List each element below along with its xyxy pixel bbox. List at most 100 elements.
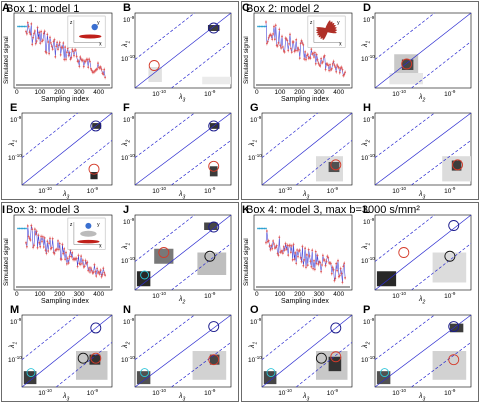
dist-ylabel-symbol: λ <box>9 344 16 349</box>
dist-xtick-hi: 10-9 <box>87 186 98 195</box>
dist-xtick-lo-base: 10 <box>392 390 400 398</box>
dist-xlabel-subscript: 2 <box>182 299 186 306</box>
dist-ylabel-symbol: λ <box>362 142 369 147</box>
dist-xtick-hi: 10-9 <box>444 186 455 195</box>
dist-xtick-lo-base: 10 <box>38 390 46 398</box>
dist-xtick-lo-base: 10 <box>392 188 400 196</box>
dist-ytick-lo-base: 10 <box>8 356 16 364</box>
signal-xtick: 300 <box>73 89 85 96</box>
signal-xtick: 400 <box>93 291 105 298</box>
dist-xlabel-subscript: 3 <box>182 396 186 403</box>
panel-label-C: C <box>242 2 250 14</box>
dist-xtick-hi-base: 10 <box>204 188 212 196</box>
signal-plot: z y x <box>13 214 113 291</box>
inset-z-label: z <box>70 222 73 228</box>
dist-xlabel-symbol: λ <box>179 191 183 198</box>
dist-xtick-hi-exp: -9 <box>94 388 99 393</box>
dist-xlabel-symbol: λ <box>419 191 423 198</box>
dist-ylabel: λ2 <box>122 342 131 348</box>
panel-label-P: P <box>363 304 371 316</box>
dist-xlabel-symbol: λ <box>179 393 183 400</box>
dist-ylabel-subscript: 1 <box>365 41 372 44</box>
signal-xtick: 200 <box>54 89 65 96</box>
panel-label-J: J <box>123 204 130 216</box>
panel-label-I: I <box>2 204 6 216</box>
panel-label-D: D <box>363 2 371 14</box>
dist-ytick-lo-exp: -10 <box>128 256 135 262</box>
dist-ytick-hi-base: 10 <box>10 319 18 327</box>
dist-ytick-lo: 10-10 <box>8 153 22 162</box>
dist-ylabel: λ1 <box>9 140 18 146</box>
distribution-plot <box>21 112 113 186</box>
dist-xtick-lo: 10-10 <box>38 186 52 195</box>
dist-ytick-hi: 10-9 <box>363 115 374 124</box>
dist-xtick-hi-exp: -9 <box>334 388 339 393</box>
box-4-title: Box 4: model 3, max b=3000 s/mm² <box>246 204 420 216</box>
signal-ylabel: Simulated signal <box>3 238 10 286</box>
dist-ylabel-subscript: 1 <box>252 341 259 345</box>
signal-xtick: 100 <box>274 291 286 298</box>
signal-xlabel: Sampling index <box>41 96 89 103</box>
signal-xtick: 0 <box>255 89 259 96</box>
inset-z-label: z <box>70 20 73 26</box>
signal-xtick: 100 <box>274 89 286 96</box>
panel-label-L: L <box>363 204 370 216</box>
distribution-plot <box>261 112 353 186</box>
dist-xlabel: λ3 <box>63 191 69 200</box>
signal-ylabel: Simulated signal <box>243 238 250 286</box>
dist-xtick-lo-base: 10 <box>152 390 160 398</box>
inset-x-label: x <box>99 42 102 48</box>
dist-ytick-lo-exp: -10 <box>368 54 375 60</box>
dist-xtick-hi-exp: -9 <box>211 186 216 191</box>
dist-ylabel-subscript: 1 <box>125 41 132 44</box>
dist-ylabel: λ1 <box>9 342 18 348</box>
dist-ytick-lo-base: 10 <box>361 154 369 162</box>
dist-ytick-hi-exp: -9 <box>257 115 262 120</box>
dist-ylabel-symbol: λ <box>122 43 129 48</box>
dist-ylabel: λ1 <box>122 41 131 47</box>
dist-ytick-lo: 10-10 <box>121 54 135 63</box>
inset-y-label: y <box>97 20 100 26</box>
dist-xtick-lo-exp: -10 <box>159 291 167 296</box>
distribution-plot <box>374 12 472 89</box>
dist-ylabel-symbol: λ <box>362 245 369 250</box>
signal-xtick: 100 <box>34 291 46 298</box>
dist-xtick-hi-exp: -9 <box>211 388 216 393</box>
dist-ylabel-subscript: 1 <box>12 139 19 143</box>
dist-ytick-hi-exp: -9 <box>17 115 22 120</box>
dist-ytick-lo-base: 10 <box>8 154 16 162</box>
dist-xtick-lo-base: 10 <box>278 188 286 196</box>
dist-ylabel-subscript: 1 <box>252 139 259 143</box>
dist-ylabel-subscript: 2 <box>365 341 372 345</box>
dist-xtick-hi: 10-9 <box>327 388 338 397</box>
signal-xtick: 300 <box>313 89 325 96</box>
dist-ytick-hi: 10-9 <box>250 115 261 124</box>
dist-ytick-lo: 10-10 <box>121 153 135 162</box>
dist-ytick-lo-exp: -10 <box>128 354 135 360</box>
dist-xlabel-subscript: 3 <box>182 97 186 104</box>
dist-ylabel-subscript: 2 <box>125 139 132 143</box>
dist-ytick-lo-base: 10 <box>121 356 129 364</box>
dist-ylabel: λ1 <box>249 342 258 348</box>
panel-label-F: F <box>123 102 130 114</box>
dist-xtick-lo: 10-10 <box>392 186 406 195</box>
dist-xtick-lo-base: 10 <box>392 91 400 99</box>
dist-xtick-lo-exp: -10 <box>399 186 407 191</box>
dist-xlabel: λ3 <box>63 393 69 402</box>
box-2-title: Box 2: model 2 <box>246 3 320 15</box>
dist-ytick-hi-base: 10 <box>363 117 371 125</box>
dist-xtick-lo: 10-10 <box>152 388 166 397</box>
dist-ytick-lo-exp: -10 <box>15 152 22 158</box>
dist-ytick-lo: 10-10 <box>361 355 375 364</box>
signal-xtick: 100 <box>34 89 46 96</box>
dist-ytick-lo-base: 10 <box>248 356 256 364</box>
dist-ytick-lo: 10-10 <box>248 153 262 162</box>
dist-xlabel-subscript: 2 <box>422 299 426 306</box>
distribution-plot <box>261 314 353 388</box>
dist-xtick-hi-exp: -9 <box>451 388 456 393</box>
dist-ytick-lo-base: 10 <box>121 56 129 64</box>
dist-xtick-lo: 10-10 <box>38 388 52 397</box>
dist-xtick-hi-base: 10 <box>444 91 452 99</box>
dist-xtick-lo-base: 10 <box>152 188 160 196</box>
distribution-plot <box>374 314 472 388</box>
